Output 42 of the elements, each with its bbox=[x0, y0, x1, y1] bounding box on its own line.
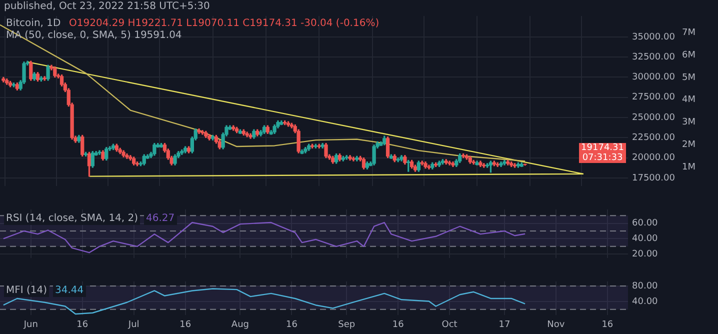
y2-tick-label: 7M bbox=[682, 28, 696, 38]
chart-subtitle: O19204.29 H19221.71 L19070.11 C19174.31 -30.04 (-0.16%) bbox=[69, 18, 380, 30]
y2-tick-label: 1M bbox=[682, 162, 696, 172]
annotation: 46.27 bbox=[144, 213, 177, 226]
y2-tick-label: 6M bbox=[682, 50, 696, 60]
x-tick-label: 16 bbox=[76, 320, 88, 330]
y-tick-label: 60.00 bbox=[632, 218, 658, 229]
x-tick-label: Aug bbox=[231, 320, 250, 330]
y2-tick-label: 5M bbox=[682, 72, 696, 83]
annotation: 07:31:33 bbox=[581, 153, 624, 164]
y-tick-label: 17500.00 bbox=[632, 173, 676, 184]
annotation: MA (50, close, 0, SMA, 5) 19591.04 bbox=[6, 30, 182, 42]
annotation: 19174.31 bbox=[581, 143, 624, 154]
y2-tick-label: 4M bbox=[682, 95, 696, 106]
y-tick-label: 35000.00 bbox=[632, 32, 676, 42]
y-tick-label: 20.00 bbox=[632, 249, 658, 260]
y2-tick-label: 2M bbox=[682, 140, 696, 150]
y-tick-label: 27500.00 bbox=[632, 92, 676, 103]
y-tick-label: 80.00 bbox=[632, 281, 658, 292]
y-tick-label: 40.00 bbox=[632, 234, 658, 244]
x-tick-label: Jul bbox=[127, 320, 140, 330]
x-tick-label: Oct bbox=[442, 320, 458, 330]
chart-title: RSI (14, close, SMA, 14, 2) bbox=[4, 213, 140, 226]
y-tick-label: 30000.00 bbox=[632, 72, 676, 83]
x-tick-label: Nov bbox=[547, 320, 566, 330]
x-tick-label: Sep bbox=[338, 320, 356, 330]
x-tick-label: 16 bbox=[180, 320, 192, 330]
y-tick-label: 40.00 bbox=[632, 296, 658, 307]
y2-tick-label: 3M bbox=[682, 118, 696, 128]
y-tick-label: 22500.00 bbox=[632, 133, 676, 144]
y-tick-label: 32500.00 bbox=[632, 52, 676, 62]
text: published, Oct 23, 2022 21:58 UTC+5:30 bbox=[4, 1, 210, 13]
x-tick-label: 17 bbox=[498, 320, 510, 330]
x-tick-label: Jun bbox=[22, 320, 38, 330]
y-tick-label: 20000.00 bbox=[632, 153, 676, 164]
x-tick-label: 16 bbox=[286, 320, 298, 330]
chart-title: Bitcoin, 1D bbox=[6, 18, 61, 30]
x-tick-label: 16 bbox=[392, 320, 404, 330]
x-tick-label: 16 bbox=[602, 320, 614, 330]
annotation: 34.44 bbox=[53, 285, 86, 298]
y-tick-label: 25000.00 bbox=[632, 112, 676, 123]
chart-title: MFI (14) bbox=[4, 285, 50, 298]
